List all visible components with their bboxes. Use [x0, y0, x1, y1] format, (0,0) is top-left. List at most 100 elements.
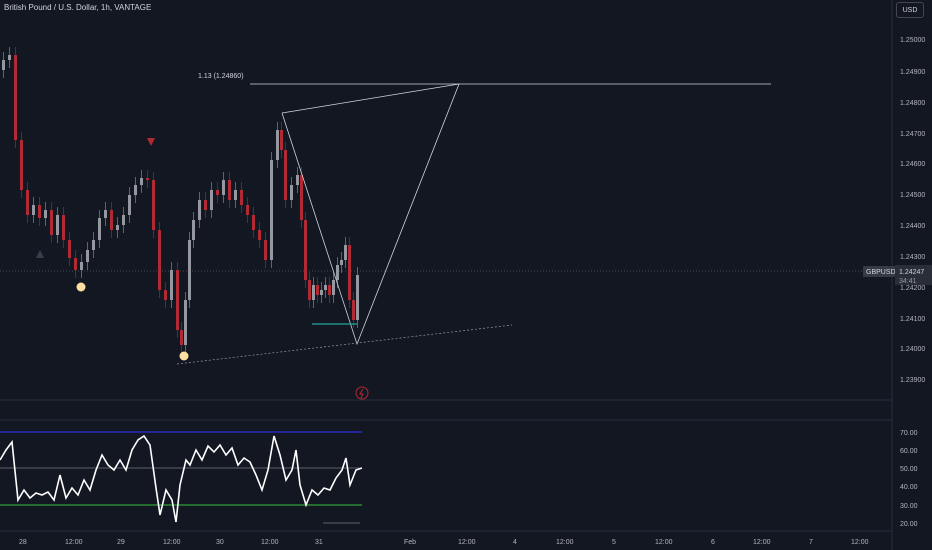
candle-body [304, 220, 307, 280]
candle-body [300, 175, 303, 220]
candle-body [258, 230, 261, 240]
currency-button[interactable]: USD [896, 2, 924, 18]
candle-body [246, 205, 249, 215]
candle-body [296, 175, 299, 185]
rsi-tick: 60.00 [900, 448, 918, 455]
candle-body [336, 265, 339, 280]
candle-body [344, 245, 347, 260]
candle-body [86, 250, 89, 262]
time-tick: 7 [809, 539, 813, 546]
candle-body [92, 240, 95, 250]
price-tick: 1.24800 [900, 100, 925, 107]
price-tick: 1.24000 [900, 346, 925, 353]
candle-body [198, 200, 201, 220]
candle-body [104, 210, 107, 218]
candle-body [284, 150, 287, 200]
candle-body [180, 330, 183, 345]
candle-body [122, 215, 125, 225]
candle-body [348, 245, 351, 300]
candle-body [234, 190, 237, 200]
candle-body [210, 190, 213, 210]
rsi-tick: 30.00 [900, 503, 918, 510]
price-tick: 1.25000 [900, 37, 925, 44]
candle-body [170, 270, 173, 300]
rsi-tick: 50.00 [900, 466, 918, 473]
candle-body [188, 240, 191, 300]
candle-body [134, 185, 137, 195]
rsi-axis: 70.00 60.00 50.00 40.00 30.00 20.00 [900, 430, 918, 528]
candle-body [240, 190, 243, 205]
candle-body [184, 300, 187, 345]
flash-icon[interactable] [355, 386, 369, 400]
time-tick: 6 [711, 539, 715, 546]
candle-body [228, 180, 231, 200]
time-tick: 12:00 [65, 539, 83, 546]
candle-body [176, 270, 179, 330]
symbol-tag [863, 266, 895, 277]
price-tick: 1.24100 [900, 316, 925, 323]
time-tick: 12:00 [556, 539, 574, 546]
price-tick: 1.24700 [900, 131, 925, 138]
candle-body [44, 210, 47, 218]
candle-body [68, 240, 71, 258]
time-tick: 12:00 [261, 539, 279, 546]
price-tick: 1.24900 [900, 69, 925, 76]
rsi-tick: 70.00 [900, 430, 918, 437]
time-tick: 12:00 [753, 539, 771, 546]
candle-body [222, 180, 225, 195]
candle-body [74, 258, 77, 270]
time-tick: 12:00 [655, 539, 673, 546]
candle-body [2, 60, 5, 70]
candle-body [146, 178, 149, 180]
candle-body [316, 285, 319, 295]
candle-body [14, 55, 17, 140]
candle-body [312, 285, 315, 300]
candle-body [80, 262, 83, 270]
countdown-label: 34:41 [899, 278, 917, 285]
candle-body [328, 285, 331, 295]
candle-body [56, 215, 59, 235]
candle-body [50, 210, 53, 235]
candle-body [324, 285, 327, 290]
candle-body [332, 280, 335, 295]
buy-signal-icon [36, 250, 44, 258]
price-tick: 1.24200 [900, 285, 925, 292]
current-price-label: 1.24247 [899, 269, 924, 276]
price-tick: 1.24600 [900, 161, 925, 168]
candle-body [192, 220, 195, 240]
candle-body [26, 190, 29, 215]
candle-body [280, 130, 283, 150]
event-marker-icon[interactable] [76, 282, 86, 292]
time-tick: 31 [315, 539, 323, 546]
time-tick: 5 [612, 539, 616, 546]
candle-body [352, 300, 355, 320]
projection-pattern[interactable] [281, 83, 460, 346]
candlestick-series [2, 47, 359, 353]
candle-body [164, 290, 167, 300]
fib-label: 1.13 (1.24860) [198, 73, 244, 80]
candle-body [20, 140, 23, 190]
candle-body [340, 260, 343, 265]
price-tick: 1.24500 [900, 192, 925, 199]
candle-body [8, 55, 11, 60]
candle-body [356, 275, 359, 320]
time-axis[interactable]: 28 12:00 29 12:00 30 12:00 31 Feb 12:00 … [19, 539, 869, 546]
price-tick: 1.24300 [900, 254, 925, 261]
support-trendline[interactable] [176, 324, 513, 365]
rsi-line [0, 434, 363, 523]
chart-title: British Pound / U.S. Dollar, 1h, VANTAGE [4, 3, 152, 12]
price-tick: 1.23900 [900, 377, 925, 384]
rsi-tick: 40.00 [900, 484, 918, 491]
candle-body [116, 225, 119, 230]
price-tick: 1.24400 [900, 223, 925, 230]
price-axis[interactable]: 1.25000 1.24900 1.24800 1.24700 1.24600 … [900, 37, 925, 384]
candle-body [62, 215, 65, 240]
candle-body [252, 215, 255, 230]
time-tick: 12:00 [163, 539, 181, 546]
candle-body [308, 280, 311, 300]
sell-signal-icon [147, 138, 155, 146]
candle-body [204, 200, 207, 210]
candle-body [32, 205, 35, 215]
event-marker-icon[interactable] [179, 351, 189, 361]
